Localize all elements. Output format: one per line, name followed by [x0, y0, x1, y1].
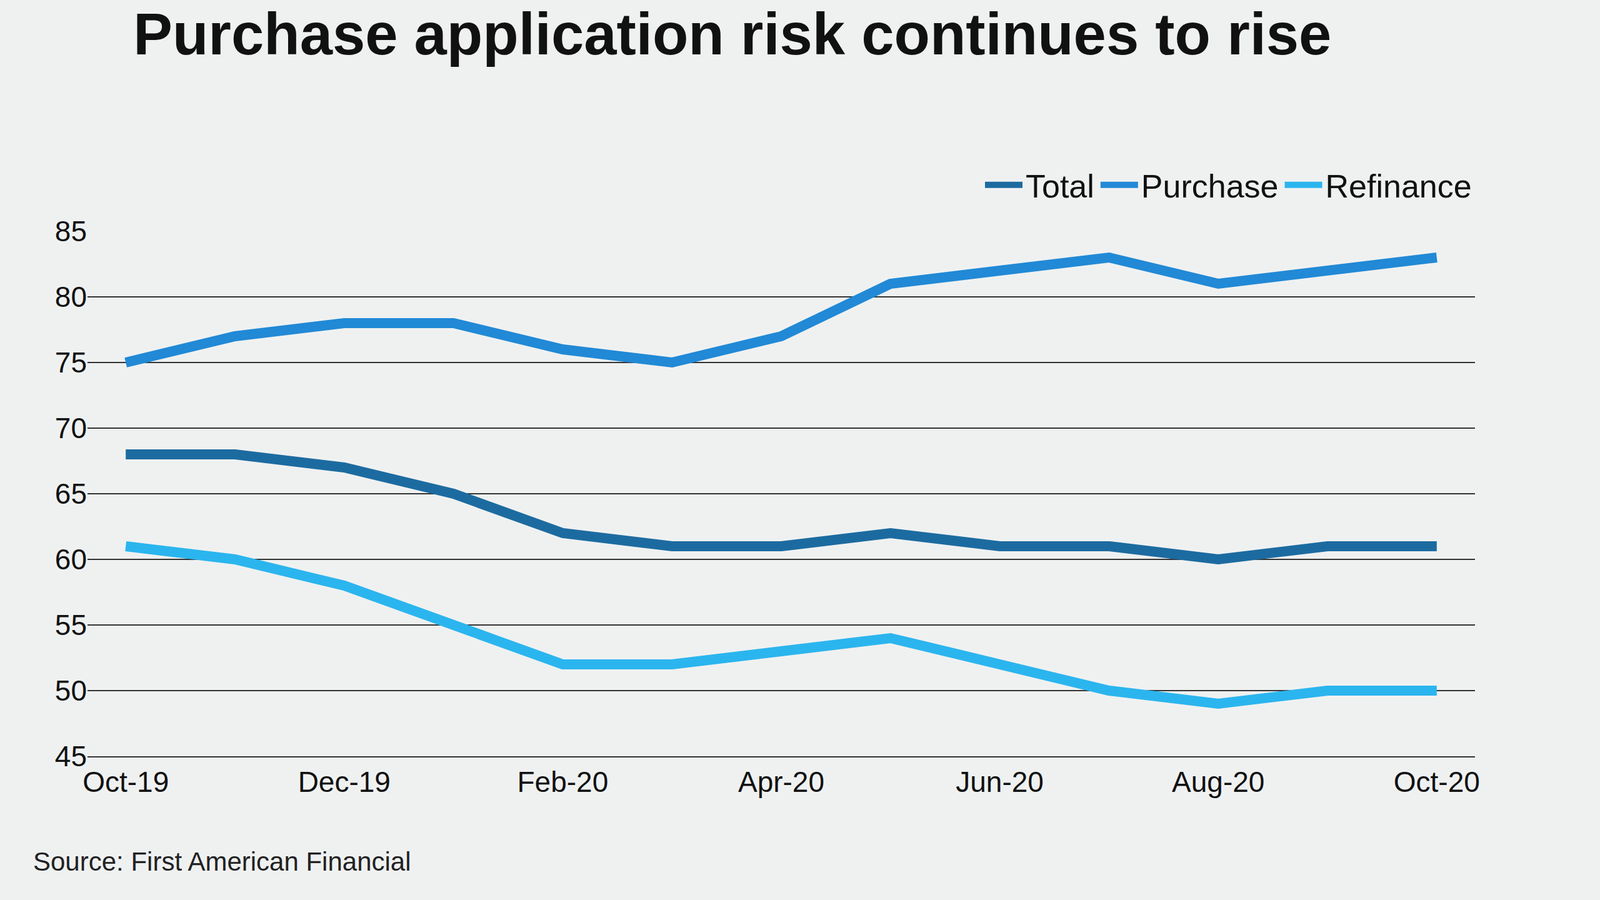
svg-text:55: 55: [55, 608, 87, 642]
svg-text:60: 60: [55, 543, 87, 576]
svg-text:65: 65: [55, 477, 87, 510]
svg-text:Source: First American Financi: Source: First American Financial: [33, 846, 412, 877]
svg-text:Feb-20: Feb-20: [517, 765, 609, 799]
svg-text:80: 80: [55, 280, 87, 314]
svg-text:70: 70: [55, 411, 87, 445]
svg-text:Apr-20: Apr-20: [738, 765, 825, 799]
svg-text:Oct-20: Oct-20: [1393, 765, 1480, 799]
svg-text:45: 45: [55, 740, 87, 773]
svg-text:Total: Total: [1025, 168, 1095, 205]
svg-text:Aug-20: Aug-20: [1171, 765, 1265, 799]
svg-text:Refinance: Refinance: [1325, 168, 1472, 205]
svg-text:75: 75: [55, 346, 87, 379]
svg-text:85: 85: [55, 215, 87, 248]
svg-text:Oct-19: Oct-19: [82, 765, 169, 799]
svg-text:50: 50: [55, 674, 87, 707]
svg-text:Purchase: Purchase: [1141, 168, 1279, 205]
svg-text:Dec-19: Dec-19: [298, 765, 391, 799]
svg-text:Jun-20: Jun-20: [955, 765, 1044, 799]
svg-text:Purchase application risk cont: Purchase application risk continues to r…: [133, 1, 1332, 67]
